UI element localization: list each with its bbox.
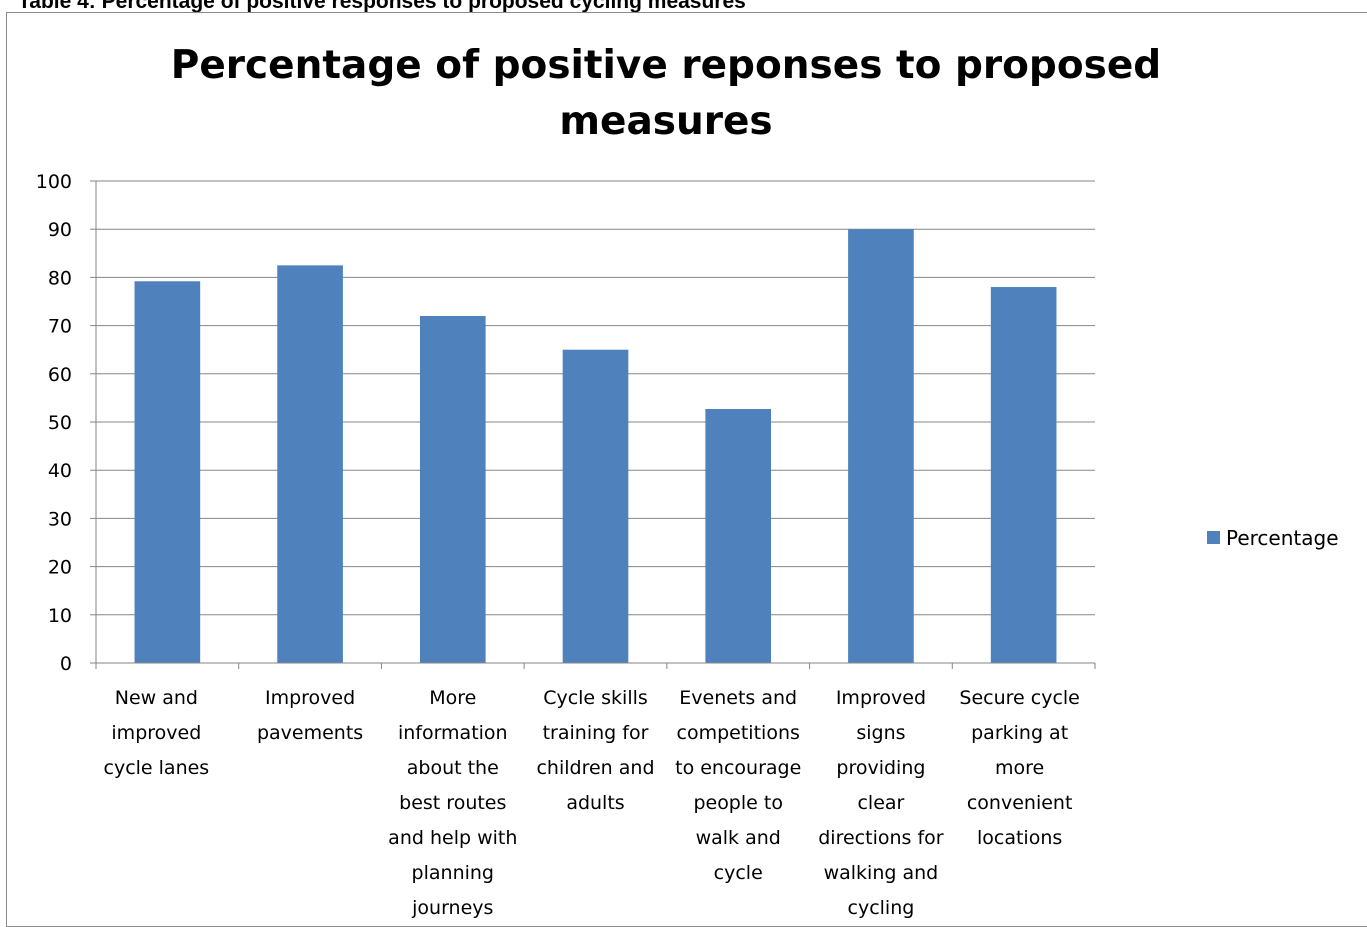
bar bbox=[419, 315, 486, 663]
y-tick-label: 20 bbox=[48, 557, 72, 579]
legend-label: Percentage bbox=[1226, 526, 1339, 550]
x-category-label: Improved pavements bbox=[257, 687, 363, 744]
y-tick-label: 40 bbox=[48, 460, 72, 482]
y-tick-label: 60 bbox=[48, 364, 72, 386]
y-tick-labels: 0 10 20 30 40 50 60 70 80 90 100 bbox=[36, 171, 72, 675]
y-tick-label: 70 bbox=[48, 316, 72, 338]
x-category-labels: New and improved cycle lanes Improved paveme… bbox=[104, 687, 1080, 918]
bars bbox=[134, 229, 1057, 663]
x-category-label: Improved signs providing clear directions fo… bbox=[818, 687, 944, 918]
y-tick-label: 30 bbox=[48, 508, 72, 530]
x-category-label: Secure cycle parking at more convenient loca… bbox=[959, 687, 1079, 849]
chart-title-line: measures bbox=[559, 99, 772, 144]
y-tick-label: 90 bbox=[48, 219, 72, 241]
y-tick-label: 10 bbox=[48, 605, 72, 627]
bar bbox=[562, 349, 629, 663]
y-tick-label: 100 bbox=[36, 171, 72, 193]
axes bbox=[90, 180, 1096, 669]
y-tick-label: 80 bbox=[48, 267, 72, 289]
chart-title-line: Percentage of positive reponses to propo… bbox=[171, 43, 1161, 88]
x-category-label: Cycle skills training for children and adul… bbox=[536, 687, 654, 814]
table-caption: Table 4: Percentage of positive response… bbox=[18, 0, 746, 13]
x-category-label: Evenets and competitions to encourage peopl… bbox=[675, 687, 801, 884]
x-category-label: More information about the best routes and h… bbox=[388, 687, 517, 918]
bar bbox=[848, 229, 914, 663]
bar bbox=[705, 408, 772, 663]
bar bbox=[134, 281, 201, 663]
bar bbox=[990, 287, 1057, 663]
legend-swatch bbox=[1207, 531, 1220, 544]
x-category-label: New and improved cycle lanes bbox=[104, 687, 210, 779]
y-tick-label: 0 bbox=[60, 653, 72, 675]
y-tick-label: 50 bbox=[48, 412, 72, 434]
legend: Percentage bbox=[1207, 526, 1339, 550]
chart-title: Percentage of positive reponses to propo… bbox=[171, 43, 1161, 144]
bar bbox=[277, 265, 343, 663]
